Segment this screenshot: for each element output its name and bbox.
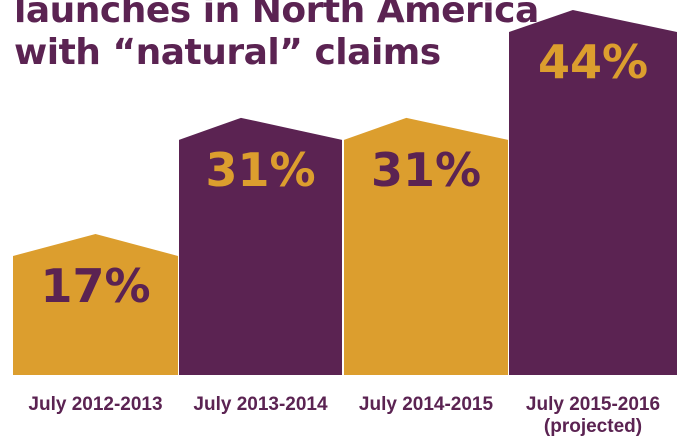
value-label-1: 17% [40, 259, 150, 313]
category-label-4: July 2015-2016 [526, 394, 660, 415]
category-label-1: July 2012-2013 [28, 394, 162, 415]
bar-3 [344, 117, 508, 375]
bar-4 [509, 10, 677, 375]
category-note-4: (projected) [544, 416, 642, 437]
bar-1 [13, 233, 178, 375]
bar-2 [179, 117, 342, 375]
chart-title-line-1: launches in North America [14, 0, 539, 31]
value-label-4: 44% [538, 35, 648, 89]
category-label-3: July 2014-2015 [359, 394, 494, 415]
value-label-2: 31% [205, 143, 315, 197]
chart-title-line-2: with “natural” claims [14, 32, 441, 73]
value-label-3: 31% [371, 143, 481, 197]
category-label-2: July 2013-2014 [193, 394, 328, 415]
